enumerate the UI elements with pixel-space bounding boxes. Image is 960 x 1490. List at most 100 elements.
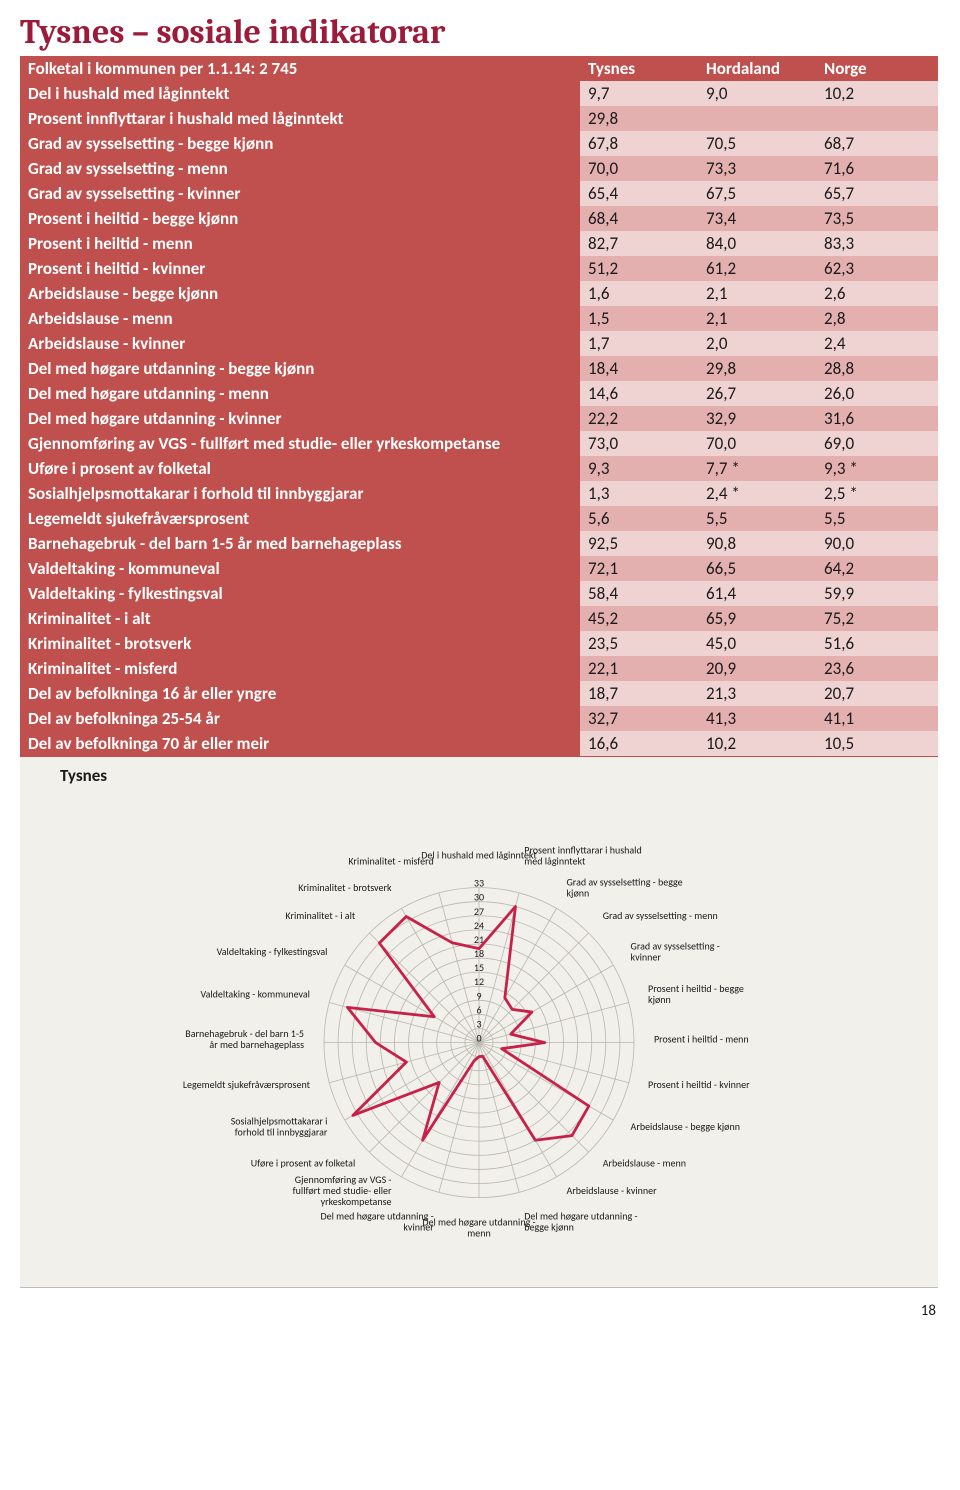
table-row: Prosent i heiltid - menn82,784,083,3 [20, 231, 938, 256]
row-c1: 1,6 [580, 281, 698, 306]
row-c3: 20,7 [816, 681, 938, 706]
row-label: Kriminalitet - misferd [20, 656, 580, 681]
row-c1: 82,7 [580, 231, 698, 256]
row-label: Gjennomføring av VGS - fullført med stud… [20, 431, 580, 456]
table-row: Grad av sysselsetting - begge kjønn67,87… [20, 131, 938, 156]
header-c2: Hordaland [698, 56, 816, 81]
svg-text:Valdeltaking - kommuneval: Valdeltaking - kommuneval [200, 987, 309, 1000]
row-c2: 67,5 [698, 181, 816, 206]
svg-text:24: 24 [474, 919, 484, 932]
row-c2: 7,7 * [698, 456, 816, 481]
table-row: Del med høgare utdanning - kvinner22,232… [20, 406, 938, 431]
table-row: Arbeidslause - menn1,52,12,8 [20, 306, 938, 331]
table-row: Valdeltaking - kommuneval72,166,564,2 [20, 556, 938, 581]
table-row: Del i hushald med låginntekt9,79,010,2 [20, 81, 938, 106]
table-row: Del av befolkninga 70 år eller meir16,61… [20, 731, 938, 756]
row-c3: 2,4 [816, 331, 938, 356]
header-c1: Tysnes [580, 56, 698, 81]
svg-text:Arbeidslause - menn: Arbeidslause - menn [603, 1156, 686, 1169]
row-c2: 2,1 [698, 281, 816, 306]
row-c3: 26,0 [816, 381, 938, 406]
svg-text:kvinner: kvinner [403, 1221, 434, 1234]
row-c3: 2,6 [816, 281, 938, 306]
svg-text:30: 30 [474, 891, 484, 904]
table-row: Arbeidslause - begge kjønn1,62,12,6 [20, 281, 938, 306]
row-c1: 73,0 [580, 431, 698, 456]
row-label: Del av befolkninga 70 år eller meir [20, 731, 580, 756]
row-c1: 18,7 [580, 681, 698, 706]
row-c2: 73,4 [698, 206, 816, 231]
row-c3: 10,2 [816, 81, 938, 106]
svg-text:12: 12 [474, 975, 484, 988]
svg-text:Kriminalitet - misferd: Kriminalitet - misferd [348, 855, 433, 868]
table-row: Folketal i kommunen per 1.1.14: 2 745Tys… [20, 56, 938, 81]
row-c3: 75,2 [816, 606, 938, 631]
row-c2: 10,2 [698, 731, 816, 756]
table-row: Kriminalitet - i alt45,265,975,2 [20, 606, 938, 631]
table-row: Valdeltaking - fylkestingsval58,461,459,… [20, 581, 938, 606]
row-c3: 2,8 [816, 306, 938, 331]
row-c2: 90,8 [698, 531, 816, 556]
row-c2: 29,8 [698, 356, 816, 381]
svg-text:33: 33 [474, 877, 484, 890]
row-c2: 45,0 [698, 631, 816, 656]
row-label: Kriminalitet - i alt [20, 606, 580, 631]
row-c3: 73,5 [816, 206, 938, 231]
row-label: Valdeltaking - kommuneval [20, 556, 580, 581]
row-c2 [698, 106, 816, 131]
svg-text:3: 3 [476, 1018, 481, 1031]
svg-text:Uføre i prosent av folketal: Uføre i prosent av folketal [251, 1156, 355, 1169]
table-row: Del av befolkninga 25-54 år32,741,341,1 [20, 706, 938, 731]
row-label: Grad av sysselsetting - menn [20, 156, 580, 181]
row-c3: 5,5 [816, 506, 938, 531]
row-c1: 1,5 [580, 306, 698, 331]
row-label: Barnehagebruk - del barn 1-5 år med barn… [20, 531, 580, 556]
row-c1: 70,0 [580, 156, 698, 181]
row-label: Arbeidslause - kvinner [20, 331, 580, 356]
row-c3: 23,6 [816, 656, 938, 681]
svg-text:9: 9 [476, 989, 481, 1002]
svg-text:15: 15 [474, 961, 484, 974]
table-row: Legemeldt sjukefråværsprosent5,65,55,5 [20, 506, 938, 531]
row-label: Del med høgare utdanning - begge kjønn [20, 356, 580, 381]
row-label: Arbeidslause - menn [20, 306, 580, 331]
row-c3: 71,6 [816, 156, 938, 181]
row-c1: 22,2 [580, 406, 698, 431]
row-c3: 83,3 [816, 231, 938, 256]
table-row: Prosent i heiltid - begge kjønn68,473,47… [20, 206, 938, 231]
svg-text:Del i hushald med låginntekt: Del i hushald med låginntekt [421, 849, 537, 862]
svg-text:forhold til innbyggjarar: forhold til innbyggjarar [235, 1126, 328, 1139]
radar-svg: 03691215182124273033Del i hushald med lå… [20, 768, 938, 1298]
row-label: Grad av sysselsetting - kvinner [20, 181, 580, 206]
row-c1: 45,2 [580, 606, 698, 631]
row-c3: 64,2 [816, 556, 938, 581]
table-row: Del med høgare utdanning - begge kjønn18… [20, 356, 938, 381]
table-row: Del av befolkninga 16 år eller yngre18,7… [20, 681, 938, 706]
row-label: Valdeltaking - fylkestingsval [20, 581, 580, 606]
row-c1: 23,5 [580, 631, 698, 656]
row-c1: 16,6 [580, 731, 698, 756]
row-c2: 61,2 [698, 256, 816, 281]
row-c1: 9,3 [580, 456, 698, 481]
svg-text:Kriminalitet - brotsverk: Kriminalitet - brotsverk [298, 881, 392, 894]
row-c1: 51,2 [580, 256, 698, 281]
row-label: Del av befolkninga 25-54 år [20, 706, 580, 731]
row-c2: 32,9 [698, 406, 816, 431]
row-c3: 2,5 * [816, 481, 938, 506]
row-c3: 31,6 [816, 406, 938, 431]
row-c1: 1,7 [580, 331, 698, 356]
row-c3: 69,0 [816, 431, 938, 456]
row-c2: 41,3 [698, 706, 816, 731]
svg-text:Grad av sysselsetting - menn: Grad av sysselsetting - menn [603, 909, 718, 922]
row-c2: 66,5 [698, 556, 816, 581]
radar-chart: Tysnes 03691215182124273033Del i hushald… [20, 756, 938, 1288]
row-c1: 9,7 [580, 81, 698, 106]
page-title: Tysnes – sosiale indikatorar [20, 12, 940, 52]
row-c3: 68,7 [816, 131, 938, 156]
svg-text:menn: menn [467, 1227, 490, 1240]
row-label: Del av befolkninga 16 år eller yngre [20, 681, 580, 706]
row-c2: 2,4 * [698, 481, 816, 506]
row-c2: 9,0 [698, 81, 816, 106]
svg-text:Legemeldt sjukefråværsprosent: Legemeldt sjukefråværsprosent [183, 1078, 311, 1091]
row-label: Del med høgare utdanning - menn [20, 381, 580, 406]
